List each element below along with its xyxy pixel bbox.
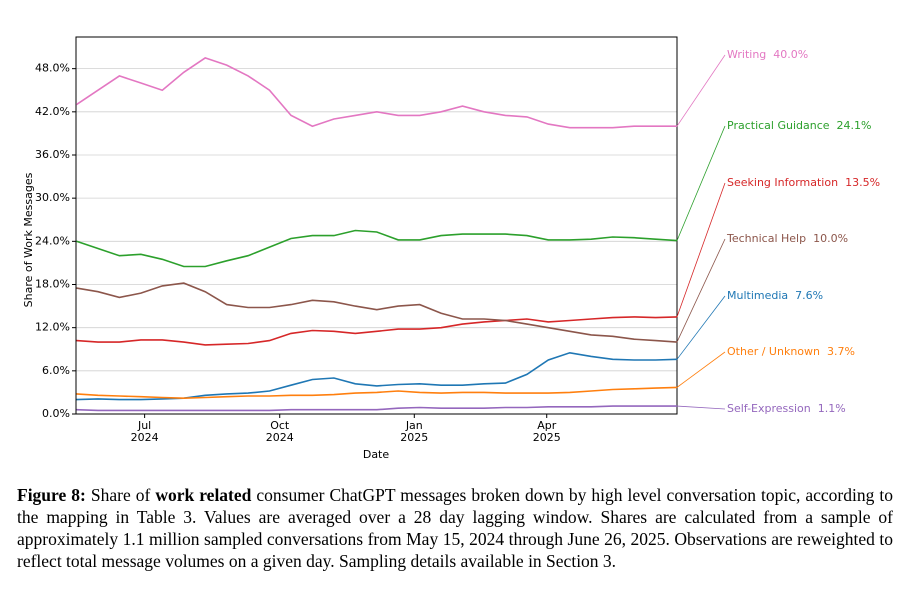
series-end-value: 40.0%: [773, 48, 808, 61]
series-line: [76, 57, 677, 129]
y-tick-label: 30.0%: [35, 191, 70, 204]
y-tick-label: 24.0%: [35, 234, 70, 247]
series-end-value: 7.6%: [795, 289, 823, 302]
caption-label: Figure 8:: [17, 485, 86, 505]
y-tick-label: 42.0%: [35, 105, 70, 118]
y-tick-label: 6.0%: [42, 364, 70, 377]
x-tick-label: Jan 2025: [400, 419, 429, 444]
series-label: Multimedia: [727, 289, 788, 302]
y-tick-label: 12.0%: [35, 321, 70, 334]
leader-line: [676, 405, 726, 410]
series-end-value: 24.1%: [837, 119, 872, 132]
series-label: Technical Help: [726, 232, 806, 245]
chart: Share of Work Messages Date 0.0% 6.0% 12.0…: [22, 36, 880, 461]
x-tick-label: Apr 2025: [532, 419, 561, 444]
x-tick-label: Jul 2024: [130, 419, 159, 444]
series-end-value: 3.7%: [827, 345, 855, 358]
y-tick-label: 36.0%: [35, 148, 70, 161]
leader-line: [676, 182, 726, 318]
series-label: Self-Expression: [727, 402, 811, 415]
series-end-value: 13.5%: [845, 176, 880, 189]
caption-text: Share of: [90, 485, 156, 505]
y-tick-label: 18.0%: [35, 277, 70, 290]
x-tick-label: Oct 2024: [265, 419, 294, 444]
series-label: Writing: [727, 48, 766, 61]
y-tick-label: 48.0%: [35, 62, 70, 75]
series-label: Practical Guidance: [727, 119, 830, 132]
series-end-value: 1.1%: [818, 402, 846, 415]
caption-bold: work related: [155, 485, 252, 505]
leader-line: [676, 295, 726, 360]
x-axis-label: Date: [363, 448, 390, 461]
series-line: [76, 316, 678, 346]
leader-line: [676, 54, 726, 127]
series-label: Seeking Information: [727, 176, 838, 189]
series-line: [76, 229, 678, 268]
leader-line: [676, 351, 726, 388]
leader-line: [676, 238, 726, 343]
series-end-value: 10.0%: [813, 232, 848, 245]
series-label: Other / Unknown: [727, 345, 820, 358]
y-axis-label: Share of Work Messages: [22, 172, 35, 307]
series-line: [76, 386, 678, 400]
y-tick-label: 0.0%: [42, 407, 70, 420]
series-line: [76, 282, 678, 343]
caption: Figure 8: Share of work related consumer…: [17, 484, 893, 572]
caption-text: consumer ChatGPT messages broken down by…: [17, 485, 893, 571]
plot-frame: [75, 36, 678, 415]
leader-line: [676, 125, 726, 241]
series-line: [76, 405, 677, 412]
